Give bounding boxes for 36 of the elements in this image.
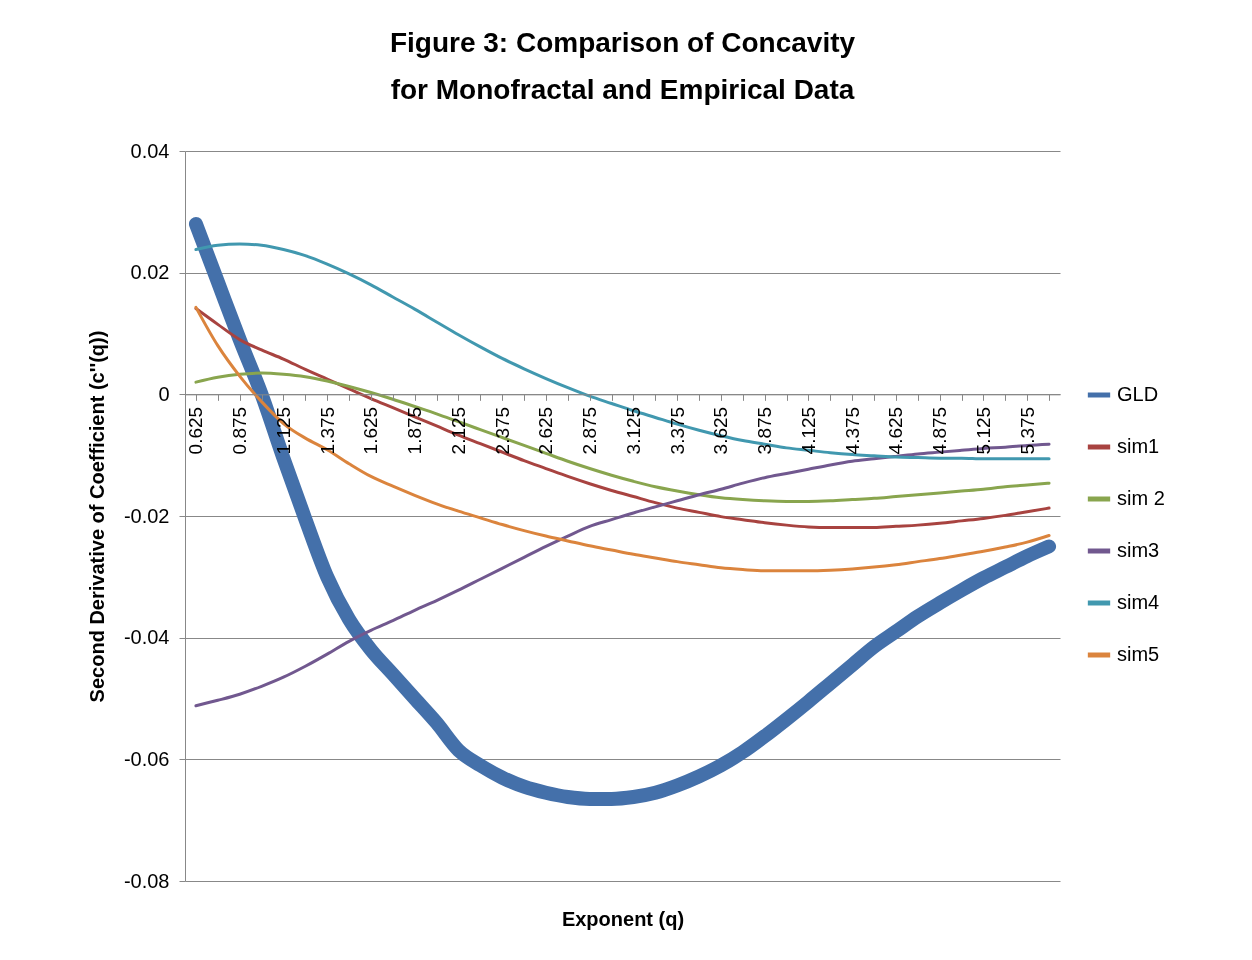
x-tick-label: 1.375 <box>316 406 338 455</box>
x-tick-label: 1.625 <box>360 406 382 455</box>
x-tick-label: 1.875 <box>404 406 426 455</box>
x-tick-label: 4.875 <box>929 406 951 455</box>
x-tick-label: 5.125 <box>972 406 994 455</box>
x-tick-label: 2.375 <box>491 406 513 455</box>
y-tick-label: -0.04 <box>123 626 170 649</box>
x-tick-label: 0.875 <box>229 406 251 455</box>
x-tick-label: 4.125 <box>797 406 819 455</box>
legend-label: sim1 <box>1117 435 1160 457</box>
y-tick-label: -0.08 <box>123 869 170 892</box>
x-tick-label: 4.625 <box>885 406 907 455</box>
y-tick-label: 0 <box>158 382 170 405</box>
x-tick-label: 5.375 <box>1016 406 1038 455</box>
legend-label: GLD <box>1117 383 1159 405</box>
legend-label: sim5 <box>1117 643 1160 665</box>
x-tick-label: 3.375 <box>666 406 688 455</box>
x-tick-label: 2.625 <box>535 406 557 455</box>
x-tick-label: 4.375 <box>841 406 863 455</box>
legend-label: sim3 <box>1117 539 1160 561</box>
x-tick-label: 3.125 <box>622 406 644 455</box>
legend-label: sim 2 <box>1117 487 1165 509</box>
chart-title: Figure 3: Comparison of Concavity for Monofractal and Empirical Data <box>389 27 856 105</box>
x-tick-label: 3.625 <box>710 406 732 455</box>
legend-label: sim4 <box>1117 591 1160 613</box>
x-tick-label: 3.875 <box>754 406 776 455</box>
y-axis-title: Second Derivative of Coefficient (c''(q)) <box>85 330 108 703</box>
x-tick-label: 1.125 <box>272 406 294 455</box>
x-tick-label: 2.875 <box>579 406 601 455</box>
y-tick-label: -0.02 <box>123 504 170 527</box>
y-tick-label: 0.04 <box>130 139 170 162</box>
x-tick-label: 2.125 <box>447 406 469 455</box>
y-tick-label: -0.06 <box>123 747 170 770</box>
x-tick-label: 0.625 <box>185 406 207 455</box>
x-axis-title: Exponent (q) <box>561 907 685 930</box>
y-tick-label: 0.02 <box>130 261 170 284</box>
